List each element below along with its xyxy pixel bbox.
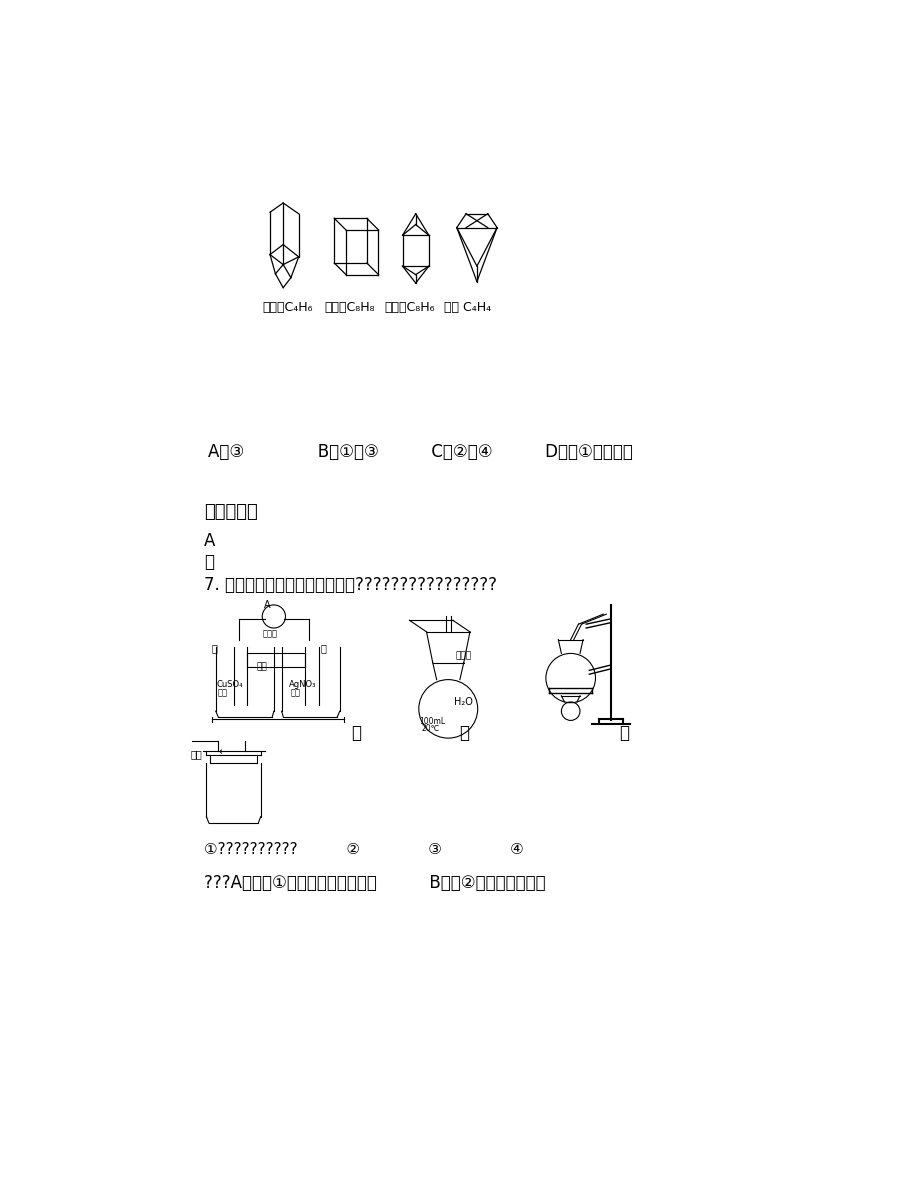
Text: 溶液: 溶液 <box>218 688 228 697</box>
Text: 浓硫酸: 浓硫酸 <box>456 651 471 660</box>
Text: 7. 下列装置能达到实验目的的是????????????????: 7. 下列装置能达到实验目的的是???????????????? <box>204 575 496 593</box>
Text: 立方烷C₈H₈: 立方烷C₈H₈ <box>323 301 374 313</box>
Text: 20℃: 20℃ <box>421 724 439 734</box>
Text: AgNO₃: AgNO₃ <box>289 680 316 690</box>
Text: CuSO₄: CuSO₄ <box>216 680 243 690</box>
Text: A: A <box>204 531 215 550</box>
Text: 略: 略 <box>204 553 214 570</box>
Text: A．③              B．①和③          C．②和④          D．除①外都正确: A．③ B．①和③ C．②和④ D．除①外都正确 <box>208 443 632 461</box>
Text: ①??????????          ②              ③              ④: ①?????????? ② ③ ④ <box>204 842 523 858</box>
Text: ←: ← <box>218 748 227 757</box>
Text: 铜: 铜 <box>211 643 218 654</box>
Text: H₂O: H₂O <box>454 697 472 707</box>
Text: 金刚烷C₄H₆: 金刚烷C₄H₆ <box>262 301 312 313</box>
Text: 气体: 气体 <box>191 749 202 759</box>
Text: 溶液: 溶液 <box>290 688 301 697</box>
Text: ？: ？ <box>351 724 361 742</box>
Text: ？: ？ <box>618 724 628 742</box>
Text: 盐桥: 盐桥 <box>256 662 267 672</box>
Text: 金塔 C₄H₄: 金塔 C₄H₄ <box>443 301 490 313</box>
Text: A: A <box>264 600 271 610</box>
Text: ???A．装置①将化学能转化为电能          B．图②用于稀释浓硫酸: ???A．装置①将化学能转化为电能 B．图②用于稀释浓硫酸 <box>204 874 545 892</box>
Text: 参考答案：: 参考答案： <box>204 504 257 522</box>
Text: 100mL: 100mL <box>418 717 445 725</box>
Text: 电流计: 电流计 <box>262 630 277 638</box>
Text: 碳: 碳 <box>320 643 326 654</box>
Text: ？: ？ <box>459 724 469 742</box>
Text: 棱晶烷C₈H₆: 棱晶烷C₈H₆ <box>384 301 435 313</box>
